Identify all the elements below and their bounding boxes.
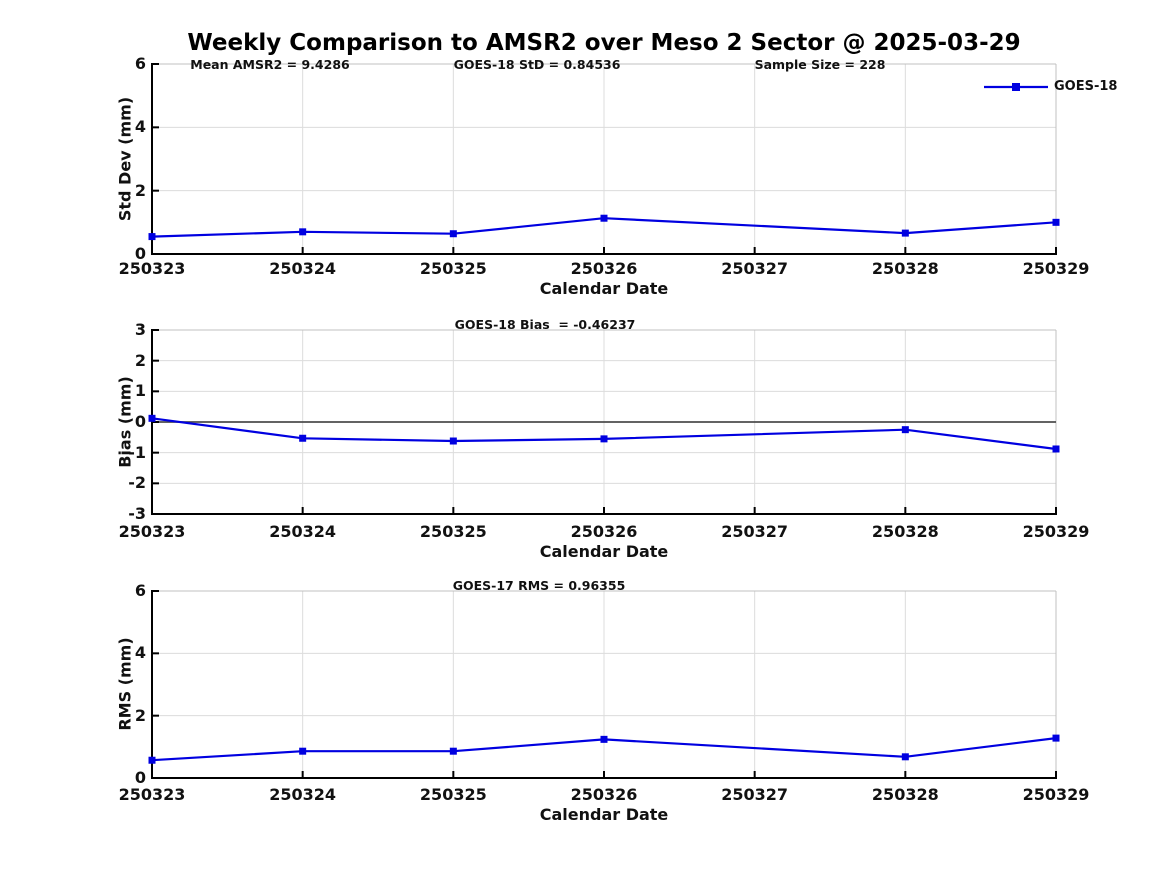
y-tick-label: 1 [134,381,146,401]
y-tick-label: -3 [128,504,146,523]
data-point-marker [600,735,608,743]
x-tick-label: 250325 [419,259,487,278]
data-point-marker [901,229,909,237]
y-tick-label: 4 [134,117,146,137]
x-tick-label: 250325 [419,785,487,804]
annotation-mean-amsr2: Mean AMSR2 = 9.4286 [190,57,350,72]
x-tick-label: 250329 [1022,259,1090,278]
annotation-goes18-bias: GOES-18 Bias = -0.46237 [454,317,636,332]
data-point-marker [148,756,156,764]
x-axis-label-rms: Calendar Date [539,805,669,824]
y-tick-label: 6 [134,581,146,600]
data-point-marker [449,437,457,445]
x-tick-label: 250324 [269,785,337,804]
y-tick-label: 4 [134,643,146,663]
y-tick-label: 0 [134,768,146,787]
data-point-marker [299,434,307,442]
series-line-goes-18 [151,737,1057,762]
data-point-marker [1052,734,1060,742]
legend: GOES-18 [984,79,1117,94]
y-tick-label: 0 [134,244,146,263]
data-point-marker [1052,445,1060,453]
x-tick-label: 250329 [1022,785,1090,804]
data-point-marker [600,214,608,222]
data-point-marker [901,426,909,434]
data-point-marker [299,747,307,755]
y-tick-label: 2 [134,180,146,200]
annotation-goes18-std: GOES-18 StD = 0.84536 [453,57,621,72]
y-tick-label: 6 [134,54,146,73]
y-tick-label: -1 [128,442,146,462]
x-tick-label: 250323 [118,259,186,278]
legend-label: GOES-18 [1054,79,1118,94]
figure-title: Weekly Comparison to AMSR2 over Meso 2 S… [187,30,1021,56]
x-axis-label-std-dev: Calendar Date [539,279,669,298]
data-point-marker [1052,218,1060,226]
data-point-marker [901,753,909,761]
series-line-goes-18 [151,417,1057,451]
x-tick-label: 250324 [269,522,337,541]
x-tick-label: 250323 [118,522,186,541]
data-point-marker [148,233,156,241]
x-tick-label: 250326 [570,259,638,278]
x-tick-label: 250327 [721,522,789,541]
x-tick-label: 250327 [721,259,789,278]
data-point-marker [299,228,307,236]
subplot-rms [148,590,1060,779]
y-tick-label: -2 [128,473,146,493]
annotation-sample-size: Sample Size = 228 [754,57,886,72]
y-tick-label: 2 [134,705,146,725]
subplot-std-dev [148,63,1060,255]
x-tick-label: 250324 [269,259,337,278]
series-line-goes-18 [151,217,1057,238]
x-tick-label: 250325 [419,522,487,541]
data-point-marker [449,747,457,755]
x-tick-label: 250327 [721,785,789,804]
x-tick-label: 250328 [871,522,939,541]
legend-line-icon [984,82,1048,91]
x-tick-label: 250328 [871,259,939,278]
x-tick-label: 250329 [1022,522,1090,541]
x-tick-label: 250326 [570,522,638,541]
x-tick-label: 250323 [118,785,186,804]
data-point-marker [449,230,457,238]
x-axis-label-bias: Calendar Date [539,542,669,561]
y-tick-label: 3 [134,320,146,339]
y-tick-label: 0 [134,412,146,431]
y-axis-label-std-dev: Std Dev (mm) [115,96,135,222]
subplot-bias [148,329,1060,515]
y-tick-label: 2 [134,350,146,370]
annotation-goes17-rms: GOES-17 RMS = 0.96355 [452,578,626,593]
x-tick-label: 250326 [570,785,638,804]
data-point-marker [148,414,156,422]
data-point-marker [600,435,608,443]
x-tick-label: 250328 [871,785,939,804]
